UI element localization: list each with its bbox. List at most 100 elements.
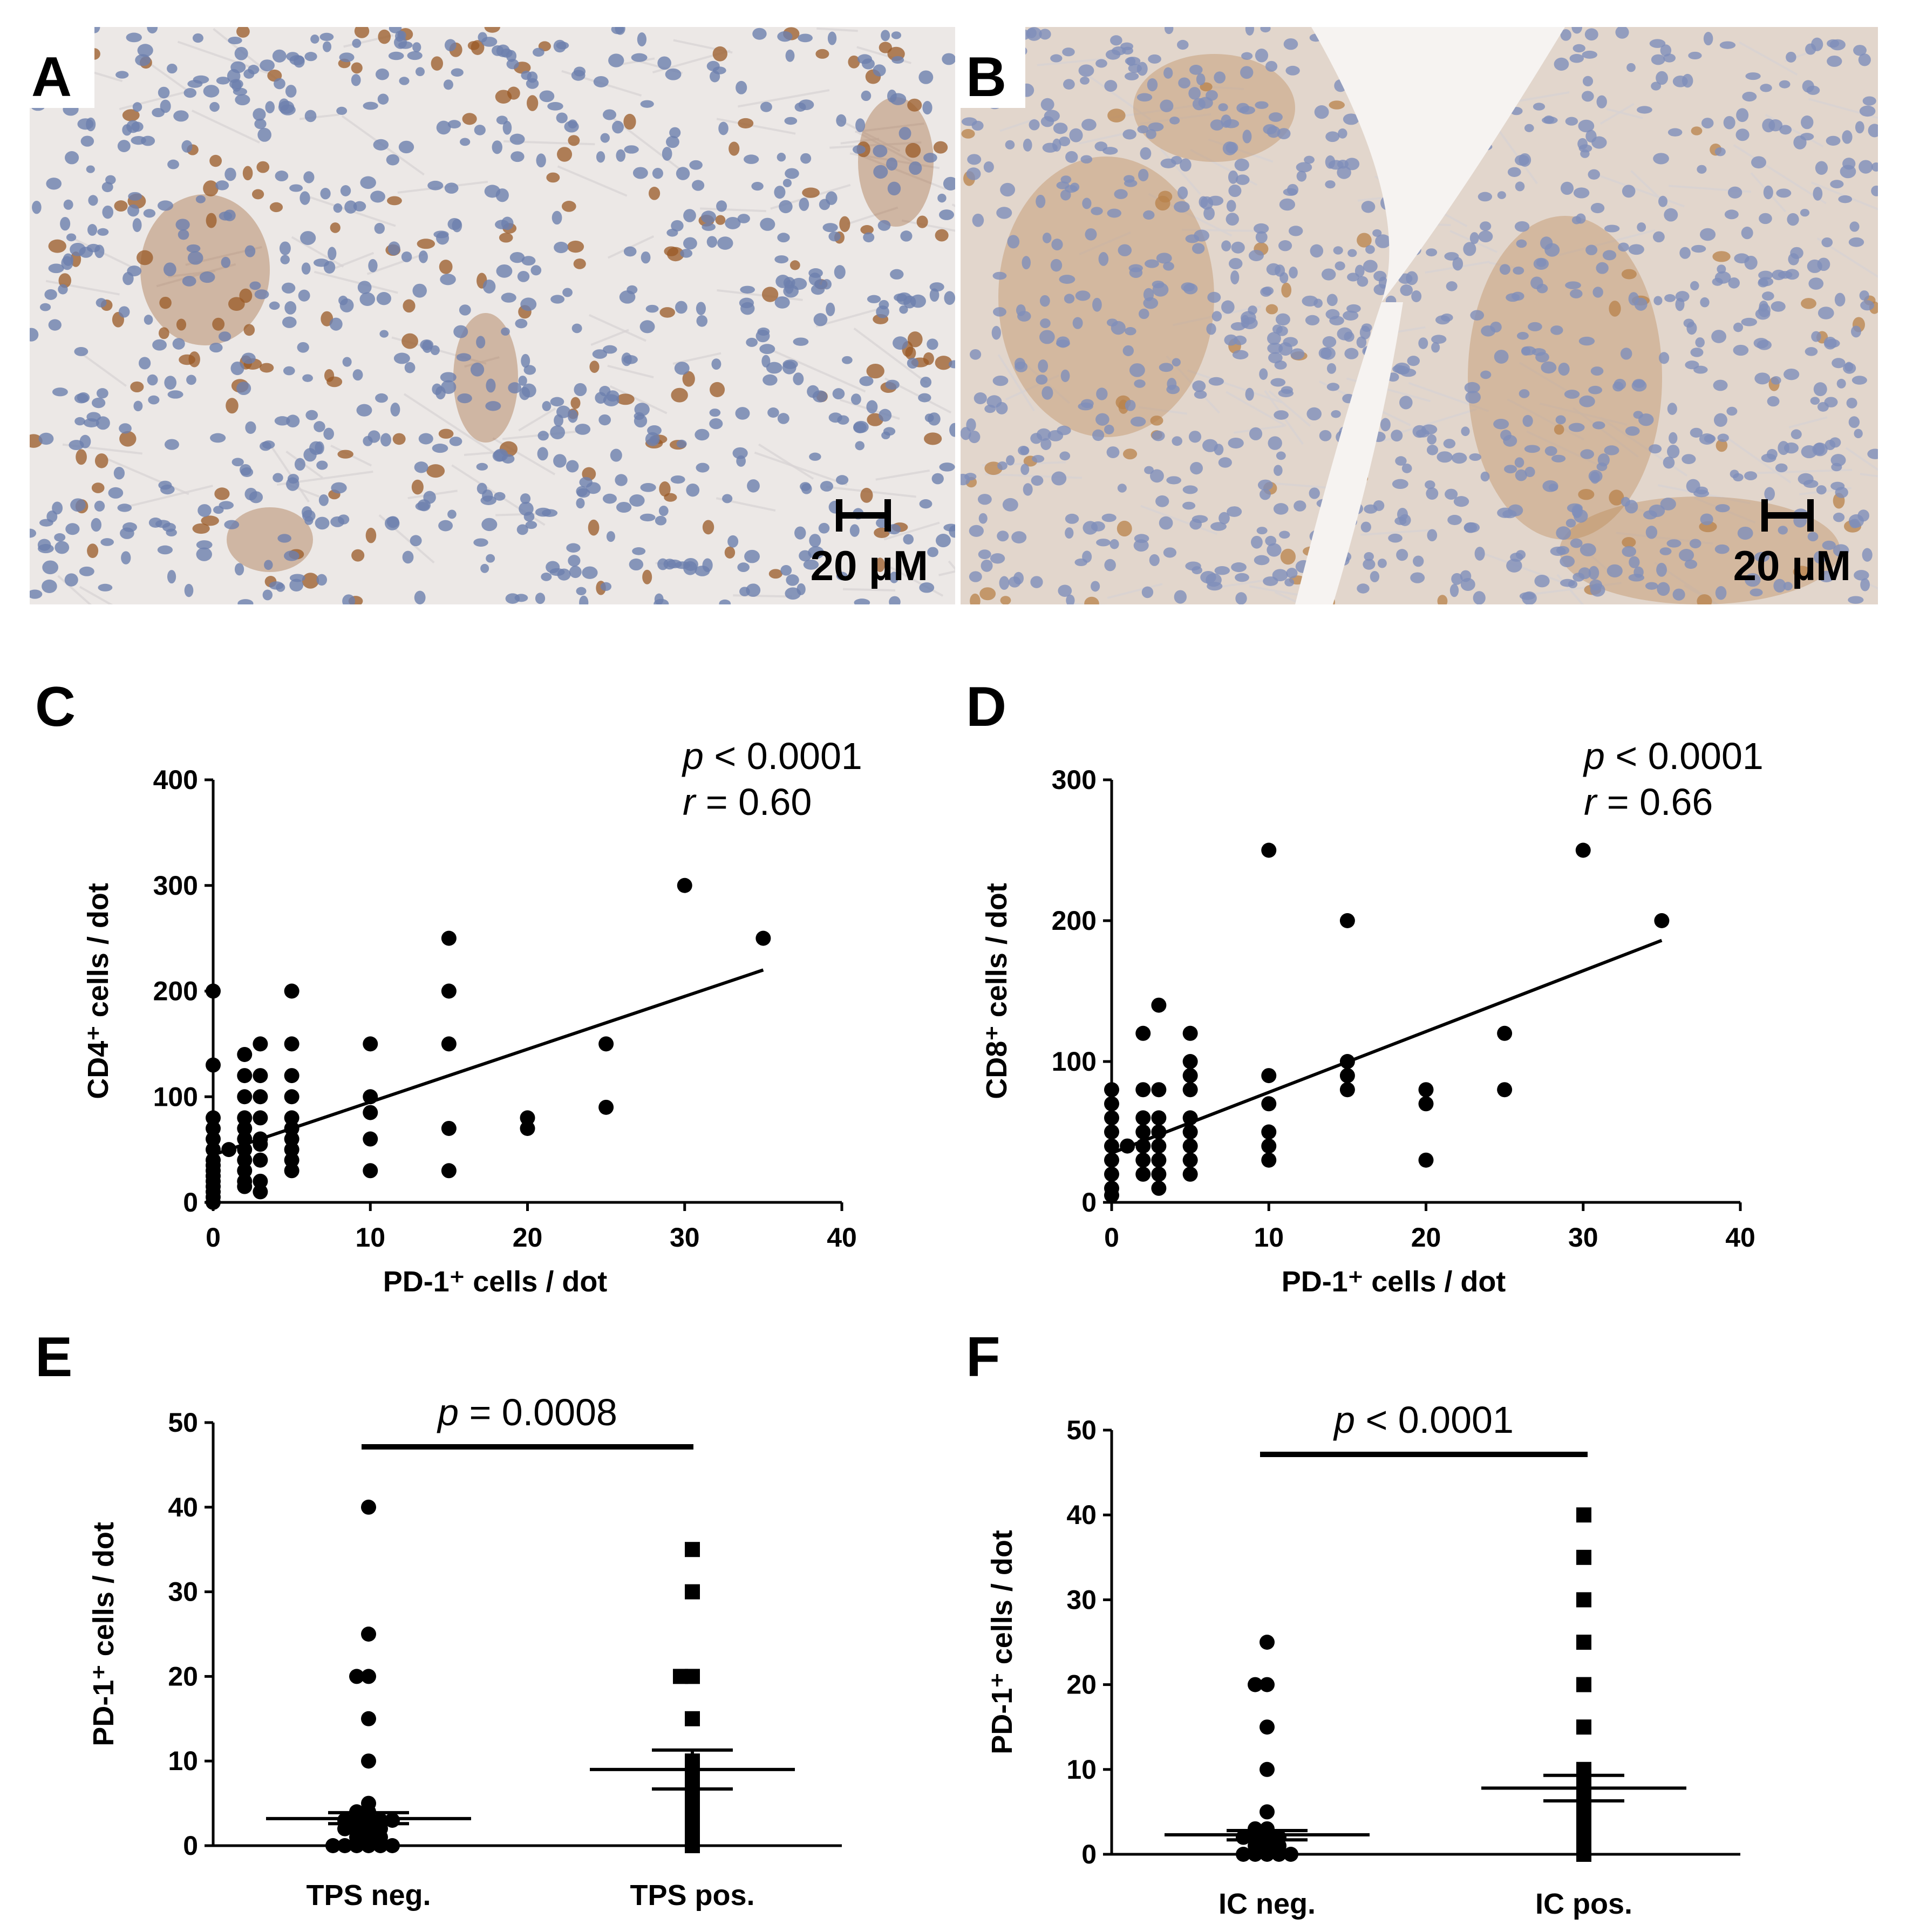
cell-nucleus <box>623 355 638 364</box>
cell-nucleus <box>1082 198 1092 209</box>
cell-nucleus <box>228 36 242 45</box>
cell-nucleus <box>1337 166 1351 179</box>
cell-nucleus <box>459 304 471 316</box>
cell-nucleus <box>143 209 156 218</box>
cell-nucleus <box>236 382 251 396</box>
cell-nucleus <box>509 251 525 263</box>
cell-nucleus <box>339 52 355 63</box>
cell-nucleus <box>1741 226 1753 240</box>
cell-nucleus <box>1174 590 1187 604</box>
cell-nucleus <box>1347 273 1359 282</box>
data-point <box>253 1068 268 1084</box>
cell-nucleus <box>1288 226 1303 236</box>
cell-nucleus <box>79 434 91 448</box>
cell-nucleus <box>1840 165 1856 179</box>
cell-nucleus <box>1085 228 1097 241</box>
stained-cell <box>192 523 210 534</box>
data-point <box>206 1152 221 1168</box>
cell-nucleus <box>1431 342 1440 353</box>
stroma-fiber <box>1217 578 1271 589</box>
data-point <box>361 1627 376 1642</box>
cell-nucleus <box>58 284 68 295</box>
stained-cell <box>848 55 860 69</box>
cell-nucleus <box>1234 158 1249 172</box>
cell-nucleus <box>1737 526 1753 540</box>
cell-nucleus <box>751 181 764 191</box>
cell-nucleus <box>1206 323 1216 335</box>
cell-nucleus <box>1058 584 1072 597</box>
cell-nucleus <box>574 383 587 397</box>
cell-nucleus <box>1564 390 1580 399</box>
panel-letter-f: F <box>966 1326 1000 1389</box>
cell-nucleus <box>1134 534 1149 543</box>
cell-nucleus <box>1283 188 1298 196</box>
cell-nucleus <box>1267 332 1281 345</box>
cell-nucleus <box>1585 244 1598 255</box>
cell-nucleus <box>1700 297 1710 308</box>
cell-nucleus <box>1560 181 1574 195</box>
cell-nucleus <box>1649 504 1665 518</box>
cell-nucleus <box>407 51 423 60</box>
cell-nucleus <box>1279 198 1296 211</box>
cell-nucleus <box>889 596 901 604</box>
cell-nucleus <box>854 598 870 604</box>
cell-nucleus <box>1464 382 1480 393</box>
data-point <box>1182 1138 1198 1154</box>
stroma-fiber <box>754 451 848 486</box>
stained-cell <box>87 543 99 558</box>
cell-nucleus <box>280 255 290 264</box>
cell-nucleus <box>1040 116 1054 127</box>
cell-nucleus <box>1689 539 1701 549</box>
cell-nucleus <box>352 369 363 381</box>
cell-nucleus <box>1734 253 1750 264</box>
cell-nucleus <box>501 216 514 230</box>
cell-nucleus <box>1515 550 1526 560</box>
cell-nucleus <box>414 590 426 604</box>
data-point <box>1135 1166 1151 1182</box>
cell-nucleus <box>1851 325 1861 338</box>
cell-nucleus <box>115 71 129 79</box>
stroma-fiber <box>81 353 127 387</box>
cell-nucleus <box>1092 429 1105 441</box>
cell-nucleus <box>1070 182 1080 192</box>
cell-nucleus <box>861 90 872 101</box>
cell-nucleus <box>184 583 194 597</box>
cell-nucleus <box>473 538 488 547</box>
cell-nucleus <box>173 110 189 122</box>
x-tick-label: 30 <box>670 1222 700 1253</box>
cell-nucleus <box>1690 281 1699 291</box>
cell-nucleus <box>686 483 700 497</box>
data-point <box>1236 1847 1251 1862</box>
cell-nucleus <box>1621 496 1630 507</box>
cell-nucleus <box>680 249 693 258</box>
cell-nucleus <box>1040 318 1051 329</box>
cell-nucleus <box>991 325 1001 340</box>
cell-nucleus <box>877 220 891 231</box>
cell-nucleus <box>485 401 501 411</box>
cell-nucleus <box>1373 500 1385 511</box>
cell-nucleus <box>629 494 645 507</box>
cell-nucleus <box>1480 370 1492 379</box>
cell-nucleus <box>1283 38 1298 50</box>
stained-cell <box>158 327 169 339</box>
cell-nucleus <box>1544 243 1560 257</box>
cell-nucleus <box>54 533 66 542</box>
stained-cell <box>354 27 370 38</box>
cell-nucleus <box>1053 123 1068 134</box>
cell-nucleus <box>1750 588 1763 597</box>
cell-nucleus <box>1361 201 1376 213</box>
cell-nucleus <box>1817 307 1834 319</box>
cell-nucleus <box>576 587 587 596</box>
cell-nucleus <box>1859 160 1873 174</box>
cell-nucleus <box>1519 389 1530 398</box>
tissue-gap <box>1311 27 1565 302</box>
data-point <box>520 1120 535 1136</box>
cell-nucleus <box>196 547 212 561</box>
data-point <box>284 1163 299 1179</box>
cell-nucleus <box>243 69 255 79</box>
cell-nucleus <box>1042 233 1052 243</box>
cell-nucleus <box>923 153 937 163</box>
data-point <box>1104 1180 1119 1196</box>
cell-nucleus <box>328 247 337 261</box>
data-point <box>363 1163 378 1179</box>
